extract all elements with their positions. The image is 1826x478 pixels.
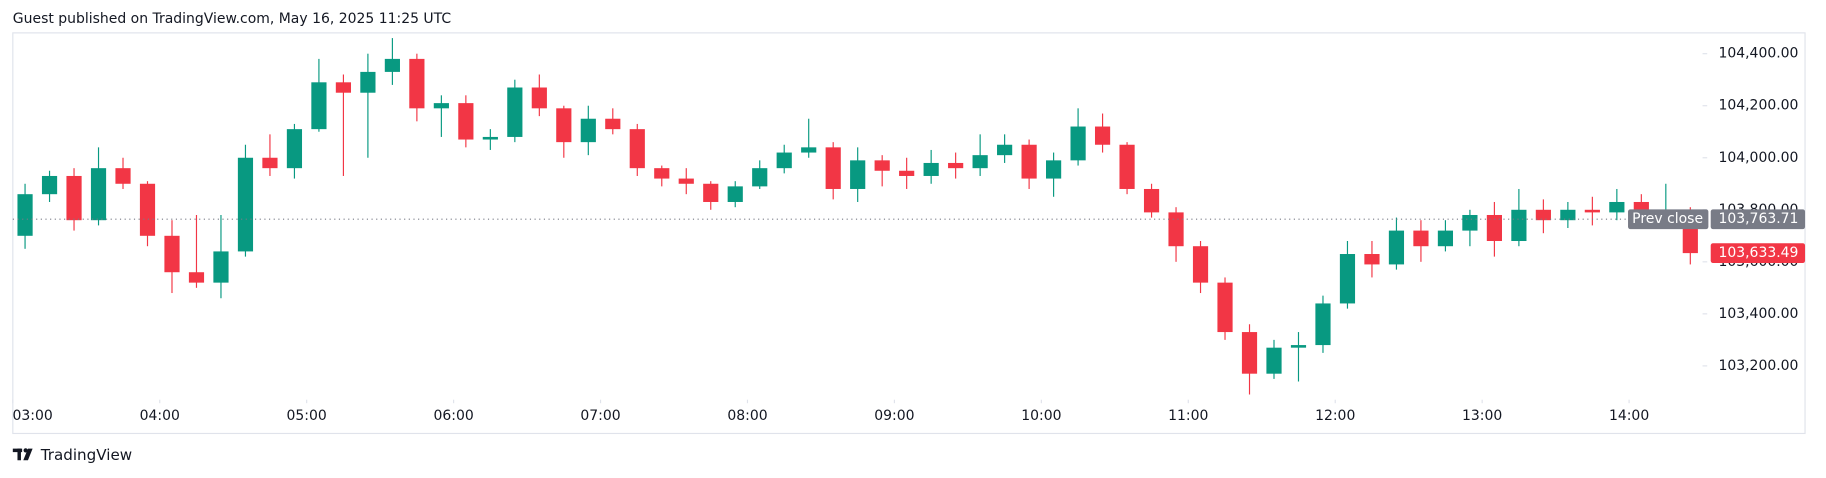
candle-body (899, 170, 915, 176)
candle-body (678, 178, 694, 184)
candle-body (1388, 230, 1405, 265)
candle-body (139, 183, 156, 236)
candle-body (923, 162, 939, 176)
y-tick-label: 104,000.00 (1718, 150, 1798, 166)
prev-close-value-tag (1710, 209, 1806, 230)
candle-body (629, 129, 645, 169)
candle-body (801, 147, 817, 153)
candle-body (213, 251, 229, 283)
candle-body (1168, 212, 1184, 247)
candle-body (409, 58, 425, 109)
candle-body (850, 160, 866, 189)
candle-body (360, 71, 376, 93)
candle-body (1437, 230, 1454, 247)
candle-body (1413, 230, 1429, 247)
candle-body (384, 58, 400, 72)
prev-close-name: Prev close (1632, 211, 1703, 227)
candle-body (1192, 246, 1209, 283)
y-tick-label: 104,400.00 (1718, 46, 1798, 62)
candle-body (776, 152, 792, 169)
brand-logo (12, 448, 33, 461)
candle-body (164, 235, 180, 273)
candle-body (188, 272, 205, 283)
candle-body (507, 87, 523, 137)
candle-body (997, 144, 1013, 156)
last-price-value: 103,633.49 (1718, 245, 1798, 261)
x-tick-label: 12:00 (1315, 408, 1355, 424)
header-text: Guest published on TradingView.com, May … (13, 11, 451, 27)
candle-body (17, 194, 33, 236)
candle-body (948, 162, 964, 169)
prev-close-value: 103,763.71 (1718, 211, 1798, 227)
x-tick-label: 05:00 (287, 408, 327, 424)
y-tick-label: 103,400.00 (1718, 306, 1798, 322)
candle-body (262, 157, 278, 169)
x-tick-label: 08:00 (727, 408, 767, 424)
candle-body (1535, 209, 1551, 221)
y-tick-label: 103,200.00 (1718, 358, 1798, 374)
candle-body (1119, 144, 1135, 189)
candle-body (605, 118, 621, 130)
chart-frame (12, 32, 1806, 435)
candle-body (90, 168, 107, 221)
prev-close-tag (1628, 209, 1709, 230)
candle-body (1094, 126, 1111, 145)
x-tick-label: 09:00 (874, 408, 914, 424)
candle-body (1290, 345, 1307, 348)
y-tick-label: 104,200.00 (1718, 98, 1798, 114)
candle-body (286, 129, 303, 169)
candle-body (1584, 209, 1600, 213)
x-tick-label: 03:00 (12, 408, 52, 424)
candle-body (311, 82, 327, 130)
candle-body (1364, 254, 1380, 265)
candle-body (1266, 347, 1282, 374)
candle-body (752, 168, 768, 187)
candle-body (1560, 209, 1576, 221)
candle-body (1241, 332, 1258, 374)
candle-body (825, 147, 841, 189)
candle-body (115, 168, 131, 184)
x-tick-label: 06:00 (433, 408, 473, 424)
candle-body (531, 87, 547, 109)
candle-body (874, 160, 890, 171)
candle-body (1046, 160, 1062, 179)
candle-body (41, 175, 58, 195)
candle-body (1511, 209, 1527, 242)
x-tick-label: 10:00 (1021, 408, 1061, 424)
x-tick-label: 07:00 (580, 408, 620, 424)
candle-body (580, 118, 596, 143)
candle-body (1315, 303, 1331, 346)
candle-body (1609, 201, 1625, 213)
candle-body (1339, 254, 1356, 304)
candle-body (1486, 214, 1502, 242)
candle-body (1143, 188, 1160, 213)
x-tick-label: 13:00 (1462, 408, 1502, 424)
candle-body (654, 168, 670, 179)
candle-body (727, 186, 743, 202)
x-tick-label: 14:00 (1609, 408, 1649, 424)
candle-body (703, 183, 719, 202)
candle-body (66, 175, 82, 221)
brand-name: TradingView (40, 446, 132, 464)
candle-body (335, 82, 352, 93)
last-price-tag (1710, 243, 1806, 264)
candle-body (972, 155, 988, 169)
candle-body (433, 103, 449, 109)
candle-body (1462, 214, 1478, 231)
candle-body (458, 103, 474, 140)
candle-body (556, 108, 572, 143)
candle-body (1021, 144, 1037, 179)
candle-body (1217, 282, 1233, 333)
x-tick-label: 11:00 (1168, 408, 1208, 424)
candle-body (237, 157, 254, 252)
candle-body (1070, 126, 1086, 161)
candle-body (482, 136, 498, 140)
x-tick-label: 04:00 (140, 408, 180, 424)
